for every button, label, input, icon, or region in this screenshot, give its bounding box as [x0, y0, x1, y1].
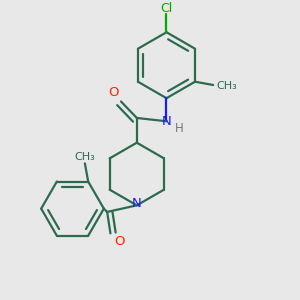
Text: H: H: [175, 122, 184, 135]
Text: N: N: [132, 197, 142, 210]
Text: Cl: Cl: [160, 2, 172, 15]
Text: CH₃: CH₃: [74, 152, 95, 162]
Text: O: O: [109, 86, 119, 99]
Text: CH₃: CH₃: [216, 81, 237, 91]
Text: N: N: [162, 115, 171, 128]
Text: O: O: [114, 235, 125, 248]
